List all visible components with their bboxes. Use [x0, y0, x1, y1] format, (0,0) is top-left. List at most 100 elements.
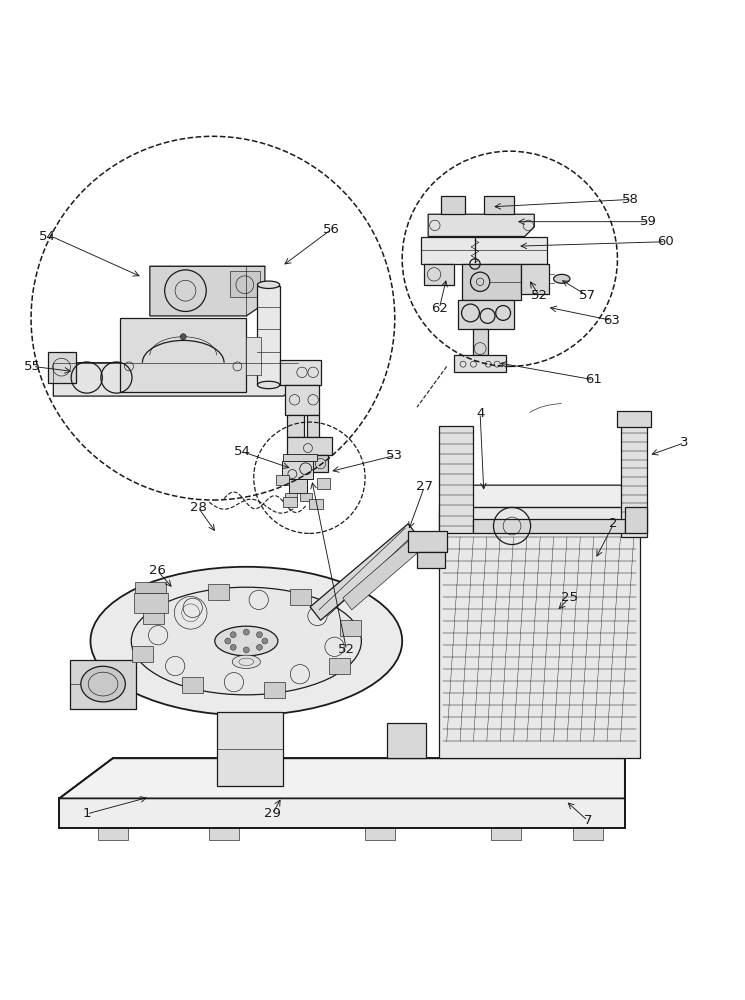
Polygon shape: [310, 524, 419, 620]
Polygon shape: [472, 519, 625, 533]
Ellipse shape: [131, 587, 361, 695]
Polygon shape: [365, 828, 395, 840]
Ellipse shape: [80, 666, 125, 702]
Ellipse shape: [258, 381, 279, 389]
Polygon shape: [440, 426, 472, 533]
Polygon shape: [287, 437, 332, 455]
Polygon shape: [299, 493, 311, 501]
Text: 25: 25: [561, 591, 577, 604]
Polygon shape: [282, 461, 313, 479]
Text: 52: 52: [338, 643, 355, 656]
Text: 55: 55: [24, 360, 41, 373]
Text: 3: 3: [680, 436, 688, 449]
Polygon shape: [317, 478, 330, 489]
Polygon shape: [387, 723, 426, 758]
Circle shape: [256, 632, 262, 638]
Text: 7: 7: [583, 814, 592, 827]
Polygon shape: [421, 237, 547, 264]
Text: 57: 57: [580, 289, 596, 302]
Text: 52: 52: [531, 289, 548, 302]
Polygon shape: [573, 828, 603, 840]
Text: 58: 58: [622, 193, 639, 206]
Polygon shape: [133, 593, 168, 613]
Polygon shape: [208, 584, 229, 600]
Polygon shape: [60, 758, 625, 798]
Text: 28: 28: [190, 501, 206, 514]
Polygon shape: [408, 531, 447, 552]
Polygon shape: [230, 271, 260, 297]
Polygon shape: [120, 318, 247, 392]
Text: 1: 1: [83, 807, 91, 820]
Text: 54: 54: [39, 230, 56, 243]
Polygon shape: [340, 620, 361, 636]
Text: 62: 62: [431, 302, 448, 315]
Text: 54: 54: [234, 445, 251, 458]
Text: 63: 63: [603, 314, 620, 327]
Ellipse shape: [258, 281, 279, 288]
Polygon shape: [285, 493, 297, 501]
Polygon shape: [472, 329, 487, 355]
Polygon shape: [307, 415, 319, 437]
Text: 4: 4: [476, 407, 484, 420]
Polygon shape: [54, 363, 298, 396]
Polygon shape: [70, 660, 136, 709]
Ellipse shape: [90, 567, 402, 715]
Circle shape: [225, 638, 231, 644]
Text: 29: 29: [264, 807, 281, 820]
Polygon shape: [132, 646, 153, 662]
Polygon shape: [258, 286, 279, 385]
Polygon shape: [283, 497, 297, 507]
Circle shape: [256, 644, 262, 650]
Polygon shape: [621, 426, 647, 537]
Circle shape: [230, 632, 236, 638]
Polygon shape: [343, 539, 419, 610]
Circle shape: [230, 644, 236, 650]
Polygon shape: [440, 507, 640, 758]
Polygon shape: [428, 214, 534, 237]
Polygon shape: [417, 552, 446, 568]
Ellipse shape: [215, 626, 278, 656]
Text: 53: 53: [386, 449, 403, 462]
Circle shape: [244, 647, 250, 653]
Polygon shape: [247, 337, 261, 375]
Polygon shape: [60, 798, 625, 828]
Polygon shape: [143, 608, 163, 624]
Polygon shape: [291, 455, 328, 472]
Polygon shape: [618, 411, 651, 427]
Polygon shape: [440, 485, 640, 507]
Polygon shape: [283, 454, 317, 461]
Text: 2: 2: [609, 517, 618, 530]
Polygon shape: [182, 677, 203, 693]
Polygon shape: [491, 828, 521, 840]
Ellipse shape: [554, 274, 570, 283]
Polygon shape: [521, 264, 549, 294]
Text: 27: 27: [416, 480, 433, 493]
Polygon shape: [209, 828, 239, 840]
Polygon shape: [287, 415, 304, 437]
Polygon shape: [625, 507, 647, 533]
Polygon shape: [276, 475, 289, 485]
Text: 56: 56: [323, 223, 340, 236]
Polygon shape: [309, 499, 323, 509]
Polygon shape: [98, 828, 127, 840]
Polygon shape: [48, 352, 75, 383]
Polygon shape: [285, 385, 319, 415]
Polygon shape: [264, 682, 285, 698]
Text: 26: 26: [149, 564, 165, 577]
Polygon shape: [454, 355, 506, 372]
Polygon shape: [458, 300, 513, 329]
Polygon shape: [289, 479, 307, 493]
Polygon shape: [135, 582, 166, 593]
Polygon shape: [290, 589, 311, 605]
Text: 61: 61: [586, 373, 602, 386]
Polygon shape: [217, 712, 283, 786]
Polygon shape: [484, 196, 513, 214]
Polygon shape: [150, 266, 265, 316]
Text: 59: 59: [640, 215, 657, 228]
Polygon shape: [329, 658, 350, 674]
Polygon shape: [462, 264, 521, 300]
Polygon shape: [441, 196, 466, 214]
Polygon shape: [425, 264, 454, 285]
Polygon shape: [279, 360, 320, 385]
Ellipse shape: [232, 655, 261, 668]
